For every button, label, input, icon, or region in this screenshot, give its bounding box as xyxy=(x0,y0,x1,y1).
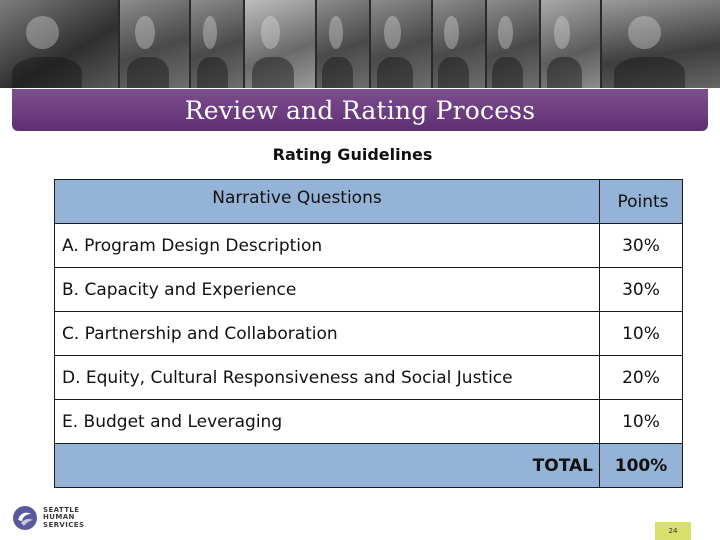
banner-photo xyxy=(432,0,485,88)
table-row: D. Equity, Cultural Responsiveness and S… xyxy=(54,355,683,400)
rating-table: Narrative Questions Points A. Program De… xyxy=(54,179,683,488)
seattle-human-services-logo: SEATTLE HUMAN SERVICES xyxy=(12,505,84,531)
section-subtitle: Rating Guidelines xyxy=(272,145,433,164)
total-value: 100% xyxy=(599,443,683,488)
title-bar: Review and Rating Process xyxy=(12,89,708,131)
photo-banner xyxy=(0,0,720,88)
banner-photo xyxy=(317,0,369,88)
banner-photo xyxy=(370,0,431,88)
table-row: A. Program Design Description 30% xyxy=(54,223,683,268)
logo-line: SERVICES xyxy=(43,520,85,529)
banner-photo xyxy=(119,0,190,88)
total-label: TOTAL xyxy=(54,443,600,488)
total-row: TOTAL 100% xyxy=(54,443,683,488)
logo-wordmark: SEATTLE HUMAN SERVICES xyxy=(43,505,85,530)
column-header-points: Points xyxy=(599,179,683,224)
question-cell: E. Budget and Leveraging xyxy=(54,399,600,444)
points-cell: 30% xyxy=(599,223,683,268)
logo-line: SEATTLE xyxy=(43,505,80,514)
table-row: B. Capacity and Experience 30% xyxy=(54,267,683,312)
question-cell: D. Equity, Cultural Responsiveness and S… xyxy=(54,355,600,400)
banner-photo xyxy=(0,0,118,88)
column-header-question: Narrative Questions xyxy=(54,179,600,224)
banner-photo xyxy=(486,0,539,88)
points-cell: 20% xyxy=(599,355,683,400)
points-cell: 10% xyxy=(599,311,683,356)
points-cell: 10% xyxy=(599,399,683,444)
logo-emblem-icon xyxy=(13,506,37,530)
table-header-row: Narrative Questions Points xyxy=(54,179,683,224)
points-cell: 30% xyxy=(599,267,683,312)
banner-photo xyxy=(191,0,244,88)
table-row: E. Budget and Leveraging 10% xyxy=(54,399,683,444)
slide-title: Review and Rating Process xyxy=(184,95,536,125)
question-cell: C. Partnership and Collaboration xyxy=(54,311,600,356)
banner-photo xyxy=(245,0,316,88)
question-cell: A. Program Design Description xyxy=(54,223,600,268)
question-cell: B. Capacity and Experience xyxy=(54,267,600,312)
table-row: C. Partnership and Collaboration 10% xyxy=(54,311,683,356)
banner-photo xyxy=(540,0,601,88)
banner-photo xyxy=(602,0,720,88)
logo-line: HUMAN xyxy=(43,513,75,522)
page-number-badge: 24 xyxy=(655,522,691,540)
